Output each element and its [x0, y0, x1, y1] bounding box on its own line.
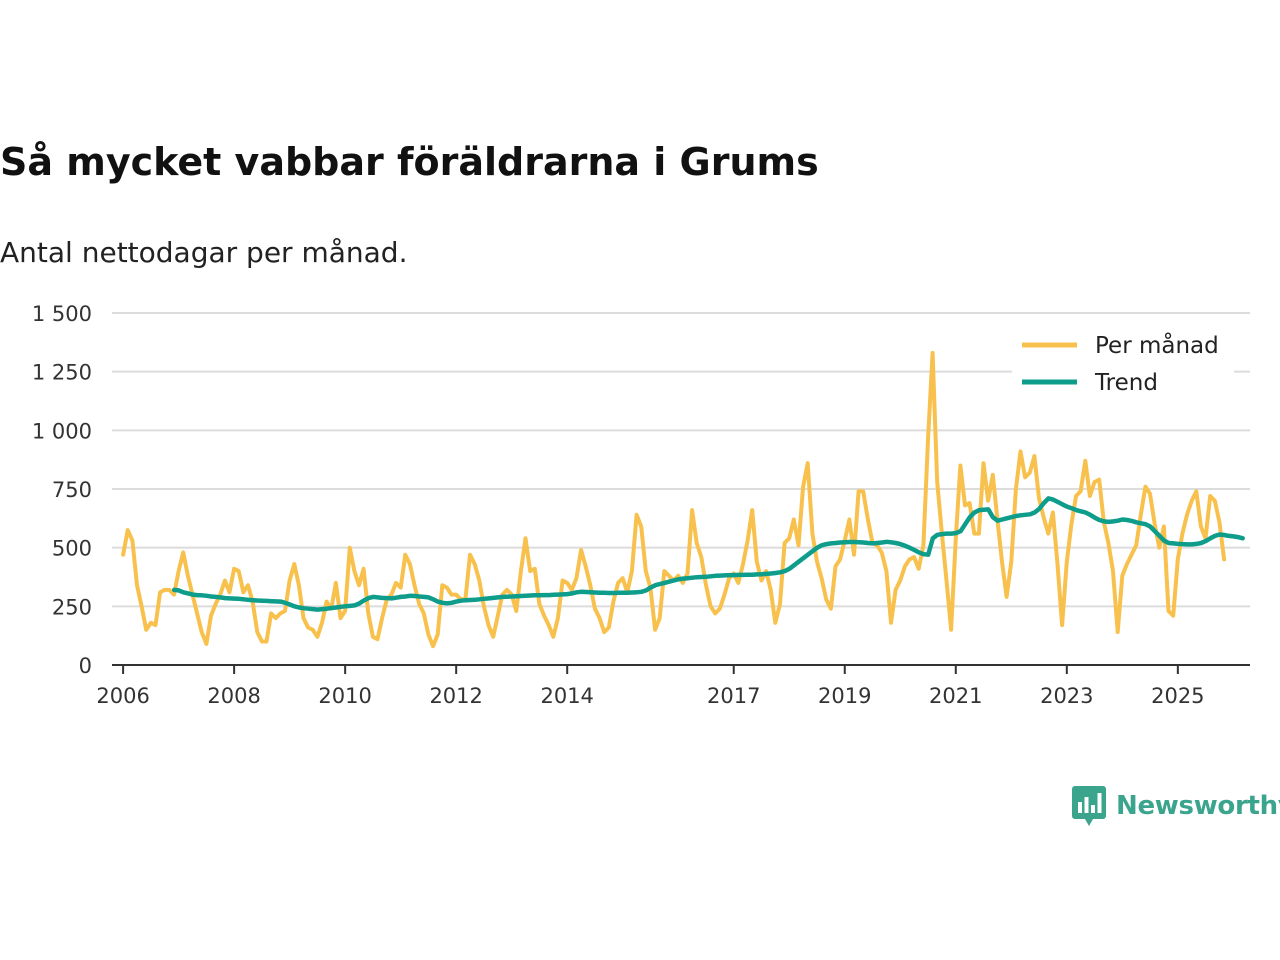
x-tick-label-2006: 2006 [96, 684, 149, 708]
newsworthy-logo-icon [1072, 786, 1106, 826]
x-tick-label-2025: 2025 [1151, 684, 1204, 708]
x-tick-label-2023: 2023 [1040, 684, 1093, 708]
y-tick-label-1250: 1 250 [32, 361, 92, 385]
legend-label-trend: Trend [1094, 370, 1158, 396]
y-tick-label-250: 250 [52, 595, 92, 619]
y-tick-label-0: 0 [79, 654, 92, 678]
x-tick-label-2010: 2010 [318, 684, 371, 708]
y-tick-label-1500: 1 500 [32, 302, 92, 326]
chart-subtitle: Antal nettodagar per månad. [0, 236, 408, 269]
x-axis-ticks: 2006 2008 2010 2012 2014 2017 2019 2021 2023 2025 [96, 665, 1205, 708]
x-tick-label-2021: 2021 [929, 684, 982, 708]
y-tick-label-500: 500 [52, 537, 92, 561]
chart-title: Så mycket vabbar föräldrarna i Grums [0, 140, 819, 184]
y-axis-ticks: 0 250 500 750 1 000 1 250 1 500 [32, 302, 92, 678]
newsworthy-brand: Newsworthy [1072, 786, 1280, 826]
x-tick-label-2017: 2017 [707, 684, 760, 708]
x-tick-label-2012: 2012 [429, 684, 482, 708]
y-tick-label-1000: 1 000 [32, 419, 92, 443]
series-line-trend [171, 496, 1245, 612]
brand-name: Newsworthy [1116, 791, 1280, 821]
legend: Per månad Trend [1012, 320, 1234, 400]
x-tick-label-2014: 2014 [540, 684, 593, 708]
y-tick-label-750: 750 [52, 478, 92, 502]
legend-label-per-manad: Per månad [1095, 331, 1219, 359]
legend-background [1012, 320, 1234, 400]
series-lines [121, 350, 1245, 649]
x-tick-label-2019: 2019 [818, 684, 871, 708]
x-tick-label-2008: 2008 [207, 684, 260, 708]
